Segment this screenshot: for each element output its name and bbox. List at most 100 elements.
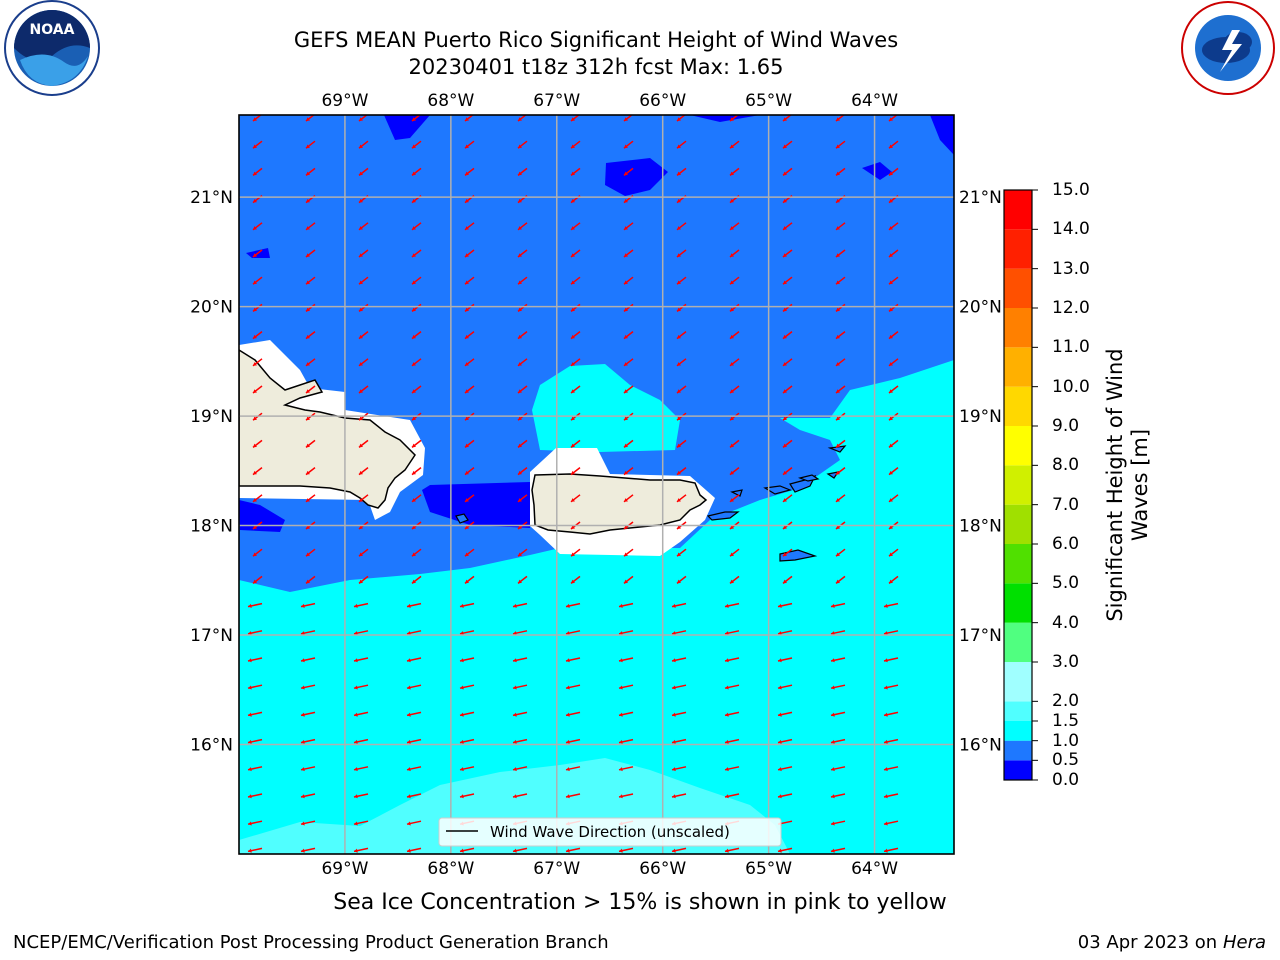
colorbar-tick-label: 9.0	[1052, 416, 1080, 436]
wind-wave-arrow	[252, 276, 263, 285]
colorbar-segment	[1004, 465, 1032, 505]
wind-wave-arrow	[724, 630, 740, 636]
wind-wave-arrow	[459, 766, 475, 772]
wind-wave-arrow	[247, 711, 263, 717]
wind-wave-arrow	[406, 738, 422, 744]
wind-wave-arrow	[835, 358, 846, 367]
wind-wave-arrow	[782, 494, 793, 503]
wind-wave-arrow	[411, 331, 422, 340]
wind-wave-arrow	[512, 793, 528, 799]
wind-wave-arrow	[353, 711, 369, 717]
wind-wave-arrow	[623, 494, 634, 503]
colorbar-tick-label: 1.0	[1052, 730, 1080, 751]
wind-wave-arrow	[517, 358, 528, 367]
wind-wave-arrow	[305, 385, 316, 394]
wind-wave-arrow	[513, 876, 527, 880]
wind-wave-arrow	[676, 548, 687, 557]
wind-wave-arrow	[406, 602, 422, 608]
wind-wave-arrow	[724, 766, 740, 772]
wind-wave-arrow	[883, 793, 899, 799]
wind-wave-arrow	[247, 602, 263, 608]
lat-label-right: 19°N	[959, 407, 1002, 427]
wind-wave-arrow	[459, 630, 475, 636]
wind-wave-arrow	[517, 249, 528, 258]
wind-wave-arrow	[618, 738, 634, 744]
wind-wave-arrow	[464, 140, 475, 149]
wind-wave-arrow	[676, 331, 687, 340]
wind-wave-arrow	[517, 385, 528, 394]
wind-wave-arrow	[888, 303, 899, 312]
wind-wave-arrow	[464, 548, 475, 557]
wind-wave-arrow	[406, 630, 422, 636]
wind-wave-arrow	[517, 331, 528, 340]
wind-wave-arrow	[252, 249, 263, 258]
wind-wave-arrow	[406, 847, 422, 853]
wind-wave-arrow	[570, 358, 581, 367]
lon-label-top: 65°W	[745, 91, 792, 111]
wind-wave-arrow	[300, 711, 316, 717]
wind-wave-arrow	[883, 738, 899, 744]
colorbar-segment	[1004, 583, 1032, 623]
wind-wave-arrow	[830, 766, 846, 772]
wind-wave-arrow	[517, 494, 528, 503]
wind-wave-arrow	[782, 575, 793, 584]
wind-wave-arrow	[830, 602, 846, 608]
wind-wave-arrow	[729, 276, 740, 285]
wind-wave-arrow	[464, 358, 475, 367]
lon-label-top: 64°W	[851, 91, 898, 111]
wind-wave-arrow	[358, 331, 369, 340]
wind-wave-arrow	[729, 467, 740, 476]
wind-wave-arrow	[358, 575, 369, 584]
wind-wave-arrow	[353, 738, 369, 744]
wind-wave-arrow	[353, 684, 369, 690]
noaa-logo-text: NOAA	[30, 22, 75, 38]
wind-wave-arrow	[830, 738, 846, 744]
wind-wave-arrow	[570, 249, 581, 258]
wind-wave-arrow	[459, 684, 475, 690]
wind-wave-arrow	[252, 303, 263, 312]
wind-wave-arrow	[676, 439, 687, 448]
wind-wave-arrow	[570, 467, 581, 476]
wind-wave-arrow	[565, 602, 581, 608]
lon-label-top: 68°W	[427, 91, 474, 111]
wind-wave-arrow	[252, 467, 263, 476]
wind-wave-arrow	[512, 630, 528, 636]
wind-wave-arrow	[353, 847, 369, 853]
wind-wave-arrow	[565, 793, 581, 799]
colorbar-tick-label: 14.0	[1052, 219, 1090, 240]
wind-wave-arrow	[618, 684, 634, 690]
wind-wave-arrow	[411, 385, 422, 394]
wind-wave-arrow	[512, 847, 528, 853]
wind-wave-arrow	[724, 738, 740, 744]
colorbar-frame	[1003, 189, 1033, 781]
wind-wave-arrow	[835, 548, 846, 557]
wind-wave-arrow	[247, 766, 263, 772]
colorbar-tick-label: 12.0	[1052, 298, 1090, 318]
wind-wave-arrow	[676, 494, 687, 503]
wind-wave-arrow	[618, 766, 634, 772]
lon-label-bottom: 67°W	[533, 859, 580, 879]
wind-wave-arrow	[570, 331, 581, 340]
wind-wave-arrow	[835, 467, 846, 476]
lon-label-top: 66°W	[639, 91, 686, 111]
wind-wave-arrow	[565, 630, 581, 636]
wind-wave-arrow	[676, 385, 687, 394]
lon-label-bottom: 66°W	[639, 859, 686, 879]
wind-wave-arrow	[888, 249, 899, 258]
wind-wave-arrow	[305, 494, 316, 503]
wind-wave-arrow	[618, 630, 634, 636]
map-frame	[238, 114, 955, 855]
wind-wave-arrow	[252, 575, 263, 584]
wind-wave-arrow	[729, 249, 740, 258]
wind-wave-arrow	[252, 385, 263, 394]
wind-wave-arrow	[305, 167, 316, 176]
wind-wave-arrow	[888, 575, 899, 584]
wind-wave-arrow	[671, 711, 687, 717]
map-gridlines	[239, 115, 954, 854]
wind-wave-arrow	[305, 548, 316, 557]
wind-wave-arrow	[676, 575, 687, 584]
wind-wave-arrow	[831, 876, 845, 880]
colorbar-title: Significant Height of Wind Waves [m]	[1103, 348, 1152, 622]
wind-wave-arrow	[459, 657, 475, 663]
